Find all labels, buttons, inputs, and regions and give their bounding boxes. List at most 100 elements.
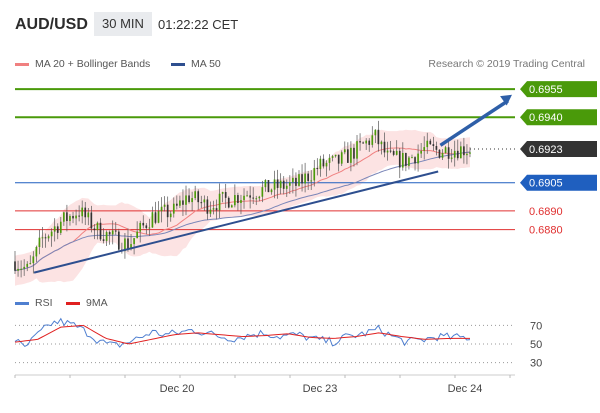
candle-body bbox=[420, 150, 422, 154]
rsi-tick-label: 50 bbox=[530, 339, 542, 351]
candle-body bbox=[102, 239, 105, 241]
candle-body bbox=[401, 152, 404, 168]
candle-body bbox=[66, 212, 68, 222]
candle-body bbox=[246, 195, 248, 197]
candle-body bbox=[50, 231, 53, 237]
rsi-tick-label: 70 bbox=[530, 320, 542, 332]
candle-body bbox=[444, 147, 447, 154]
candle-body bbox=[237, 195, 239, 203]
candle-body bbox=[75, 215, 77, 219]
candle-body bbox=[44, 237, 47, 239]
candle-body bbox=[304, 173, 306, 184]
candle-body bbox=[398, 150, 401, 168]
candle-body bbox=[81, 207, 84, 217]
candle-body bbox=[69, 215, 71, 222]
candle-body bbox=[84, 207, 87, 218]
candle-body bbox=[151, 212, 154, 228]
candle-body bbox=[142, 222, 145, 226]
candle-body bbox=[56, 226, 59, 233]
bollinger-bands bbox=[15, 129, 470, 286]
candle-body bbox=[124, 238, 126, 252]
candle-body bbox=[163, 204, 166, 207]
candle-body bbox=[108, 232, 111, 235]
price-level-label-support-2: 0.6880 bbox=[529, 225, 563, 237]
candle-body bbox=[267, 180, 270, 193]
candle-body bbox=[423, 147, 426, 151]
legend-swatch-rsi bbox=[15, 301, 29, 305]
candle-body bbox=[359, 141, 361, 143]
candle-body bbox=[218, 193, 221, 211]
candle-body bbox=[340, 152, 343, 164]
candle-body bbox=[160, 206, 163, 212]
candle-body bbox=[383, 141, 386, 153]
candle-body bbox=[450, 157, 453, 159]
trendline bbox=[33, 170, 439, 274]
candle-body bbox=[380, 141, 383, 145]
rsi-series-rsi bbox=[14, 317, 471, 348]
candle-body bbox=[316, 167, 319, 170]
candle-body bbox=[313, 167, 316, 181]
candle-body bbox=[319, 158, 322, 170]
candle-body bbox=[157, 211, 160, 223]
candle-body bbox=[331, 156, 334, 158]
candle-body bbox=[343, 149, 346, 153]
candle-body bbox=[405, 152, 407, 166]
rsi-panel: 70 50 30 bbox=[14, 317, 542, 370]
candle-body bbox=[301, 174, 303, 184]
level-labels: 0.6955 0.6940 0.6923 0.6905 0.6890 0.6880 bbox=[520, 81, 597, 237]
candle-body bbox=[114, 230, 117, 232]
price-level-tag-target-1 bbox=[520, 109, 597, 126]
rsi-series-9ma bbox=[14, 325, 470, 345]
candle-body bbox=[350, 147, 352, 163]
candle-body bbox=[224, 192, 227, 198]
candle-body bbox=[362, 142, 364, 144]
timestamp: 01:22:22 CET bbox=[158, 17, 239, 32]
timeframe-badge[interactable]: 30 MIN bbox=[94, 12, 152, 36]
candle-body bbox=[426, 140, 429, 148]
candle-body bbox=[374, 129, 377, 136]
candle-body bbox=[166, 204, 169, 218]
candle-body bbox=[78, 215, 80, 217]
candle-body bbox=[221, 192, 224, 194]
candle-body bbox=[63, 212, 65, 222]
trendline-layer bbox=[33, 94, 512, 274]
candle-body bbox=[32, 256, 35, 264]
candle-body bbox=[292, 177, 294, 183]
price-level-tag-target-2 bbox=[520, 81, 597, 98]
candle-body bbox=[145, 225, 148, 229]
candle-body bbox=[139, 222, 142, 232]
candle-body bbox=[347, 149, 349, 163]
candle-body bbox=[53, 226, 56, 232]
candle-body bbox=[270, 189, 273, 193]
candle-body bbox=[203, 199, 206, 203]
legend-label-rsi: RSI bbox=[35, 297, 53, 309]
legend-item-bollinger: MA 20 + Bollinger Bands bbox=[15, 58, 150, 70]
candle-body bbox=[38, 237, 41, 247]
candle-body bbox=[230, 205, 233, 208]
candle-body bbox=[172, 203, 175, 214]
candle-body bbox=[209, 209, 212, 214]
candle-body bbox=[460, 146, 462, 159]
candle-body bbox=[176, 203, 178, 206]
candle-body bbox=[111, 230, 114, 235]
candle-body bbox=[328, 157, 331, 163]
candle-body bbox=[337, 154, 340, 164]
price-level-tag-pivot bbox=[520, 174, 597, 191]
candle-body bbox=[105, 232, 108, 241]
candle-body bbox=[371, 135, 374, 145]
candle-body bbox=[249, 195, 251, 198]
candle-body bbox=[261, 187, 264, 197]
candle-body bbox=[408, 157, 410, 166]
candle-body bbox=[227, 197, 230, 208]
candle-body bbox=[368, 140, 371, 145]
candle-body bbox=[389, 150, 392, 152]
candle-body bbox=[154, 212, 157, 223]
candle-body bbox=[288, 182, 291, 186]
rsi-legend-item-rsi: RSI bbox=[15, 297, 53, 309]
candle-body bbox=[197, 191, 200, 203]
candle-body bbox=[356, 141, 358, 159]
candle-body bbox=[264, 180, 267, 188]
candle-body bbox=[148, 227, 151, 229]
